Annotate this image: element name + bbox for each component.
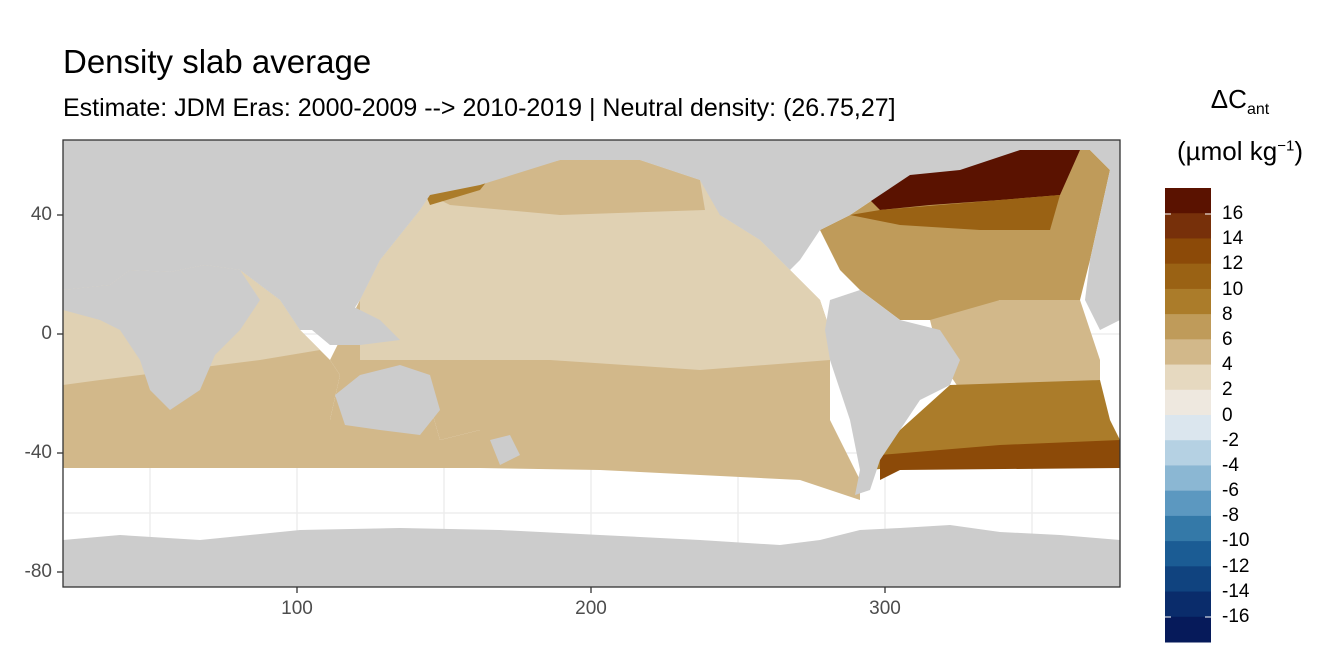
legend-label: -16 bbox=[1222, 606, 1250, 627]
legend-symbol: ΔC bbox=[1210, 84, 1247, 114]
legend-label: 6 bbox=[1222, 328, 1233, 350]
legend-color-step bbox=[1165, 541, 1211, 567]
legend-title: ΔCant bbox=[1150, 84, 1330, 119]
legend-unit-exponent: −1 bbox=[1277, 137, 1295, 155]
legend-label: 10 bbox=[1222, 278, 1244, 300]
plot-title: Density slab average bbox=[63, 43, 372, 80]
legend-color-step bbox=[1165, 263, 1211, 290]
legend-color-step bbox=[1165, 238, 1211, 265]
legend-label: -6 bbox=[1222, 480, 1239, 502]
x-tick-label: 100 bbox=[281, 598, 313, 619]
y-tick-label: -80 bbox=[24, 561, 52, 582]
land-eurasia bbox=[63, 140, 880, 330]
legend-ticks bbox=[1165, 213, 1211, 618]
legend-color-step bbox=[1165, 490, 1211, 517]
land-north-america bbox=[640, 140, 1120, 270]
legend-label: 0 bbox=[1222, 404, 1233, 426]
legend-label: -12 bbox=[1222, 555, 1250, 577]
y-tick-label: -40 bbox=[24, 442, 52, 463]
legend-color-step bbox=[1165, 389, 1211, 416]
legend-color-step bbox=[1165, 415, 1211, 441]
y-tick-label: 40 bbox=[30, 204, 52, 225]
x-tick-label: 300 bbox=[869, 598, 901, 619]
land-new-zealand bbox=[490, 435, 520, 465]
legend-unit-close: ) bbox=[1294, 136, 1303, 166]
legend-color-step bbox=[1165, 440, 1211, 466]
legend-color-step bbox=[1165, 213, 1211, 239]
legend-label: -14 bbox=[1222, 580, 1250, 602]
x-tick-label: 200 bbox=[575, 598, 607, 619]
land-antarctica bbox=[63, 525, 1120, 587]
legend-color-step bbox=[1165, 288, 1211, 315]
legend-colorbar bbox=[1165, 188, 1211, 643]
legend-color-step bbox=[1165, 616, 1211, 643]
pacific-north-field bbox=[360, 160, 830, 370]
legend-unit-main: (µmol kg bbox=[1177, 136, 1278, 166]
land-maritime-asia bbox=[300, 300, 400, 345]
land-australia bbox=[335, 365, 440, 435]
legend-color-step bbox=[1165, 364, 1211, 391]
south-atlantic-deep-field bbox=[880, 440, 1120, 480]
legend-label: 4 bbox=[1222, 354, 1233, 376]
land-europe-right bbox=[1085, 150, 1120, 330]
axis-ticks bbox=[57, 214, 886, 593]
legend-color-step bbox=[1165, 566, 1211, 593]
land-africa bbox=[63, 265, 260, 410]
legend-label: -8 bbox=[1222, 505, 1239, 527]
legend-label: 14 bbox=[1222, 228, 1244, 250]
plot-subtitle: Estimate: JDM Eras: 2000-2009 --> 2010-2… bbox=[63, 94, 896, 122]
legend-label: -10 bbox=[1222, 530, 1250, 552]
legend-color-step bbox=[1165, 188, 1211, 214]
legend-color-step bbox=[1165, 515, 1211, 542]
legend-label: 2 bbox=[1222, 379, 1233, 401]
legend-color-step bbox=[1165, 314, 1211, 340]
legend-color-step bbox=[1165, 339, 1211, 366]
legend-label: -2 bbox=[1222, 429, 1239, 451]
tropical-atlantic-field bbox=[930, 300, 1100, 390]
legend-unit: (µmol kg−1) bbox=[1150, 136, 1330, 167]
legend-label: 12 bbox=[1222, 253, 1244, 275]
north-atlantic-transition-field bbox=[850, 195, 1060, 230]
north-pacific-band bbox=[430, 160, 705, 215]
land-south-america bbox=[825, 290, 960, 495]
legend-label: 16 bbox=[1222, 203, 1244, 224]
land bbox=[63, 140, 1120, 587]
legend-label: -4 bbox=[1222, 454, 1239, 476]
y-tick-label: 0 bbox=[41, 323, 52, 344]
legend-color-step bbox=[1165, 465, 1211, 492]
legend-color-step bbox=[1165, 591, 1211, 618]
legend-symbol-subscript: ant bbox=[1246, 101, 1270, 119]
legend-label: 8 bbox=[1222, 303, 1233, 325]
